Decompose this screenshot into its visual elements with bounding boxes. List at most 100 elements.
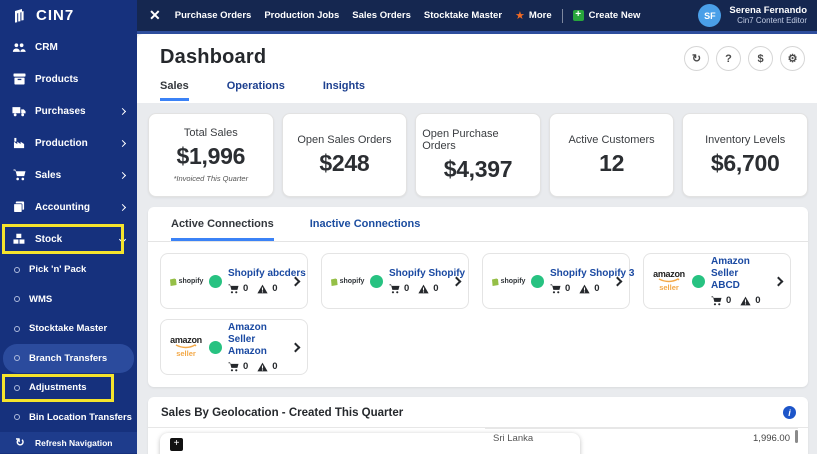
stat-value: $6,700 [710,149,780,176]
stat-card-open-sales-orders[interactable]: Open Sales Orders $248 [281,113,408,197]
connection-card-shopify-abcders[interactable]: shopify Shopify abcders 0 0 [160,253,308,309]
nav-stocktake-master[interactable]: Stocktake Master [423,10,503,21]
warning-icon [257,284,268,293]
connection-title: Shopify abcders [228,268,306,279]
sidebar-item-branch-transfers[interactable]: Branch Transfers [3,343,134,373]
sidebar-item-products[interactable]: Products [0,63,137,95]
connection-card-amazon-seller-abcd[interactable]: amazon seller Amazon Seller ABCD 0 0 [643,253,791,309]
refresh-icon[interactable]: ↻ [684,46,709,71]
stat-value: $248 [319,149,370,176]
stats-row: Total Sales $1,996 *Invoiced This Quarte… [137,103,817,207]
stat-card-open-purchase-orders[interactable]: Open Purchase Orders $4,397 [415,113,541,197]
amazon-smile-icon [175,344,197,349]
alerts-count: 0 [272,361,278,372]
warning-icon [740,296,751,305]
stock-boxes-icon [12,232,26,246]
orders-count: 0 [243,283,249,294]
stat-label: Open Sales Orders [297,133,392,146]
sidebar-item-label: Accounting [35,201,90,213]
tab-sales[interactable]: Sales [160,80,189,101]
sidebar-item-label: Adjustments [29,382,87,394]
user-name: Serena Fernando [729,4,807,16]
stat-label: Active Customers [568,133,655,146]
sidebar-item-adjustments[interactable]: Adjustments [0,373,137,403]
status-dot-green [370,274,383,288]
shopify-bag-icon [491,278,499,286]
cin7-logo-icon [15,8,24,23]
sidebar-item-sales[interactable]: Sales [0,159,137,191]
tab-insights[interactable]: Insights [322,80,365,92]
settings-icon[interactable]: ⚙ [780,46,805,71]
sidebar-item-production[interactable]: Production [0,127,137,159]
sidebar-item-bin-location-transfers[interactable]: Bin Location Transfers [0,403,137,433]
sidebar: CRM Products Purchases Production Sales … [0,31,137,454]
map-zoom-in-button[interactable]: + [170,438,183,451]
stat-card-active-customers[interactable]: Active Customers 12 [548,113,675,197]
sidebar-item-label: Branch Transfers [29,352,108,364]
amazon-logo: amazon seller [170,335,202,359]
cart-icon [12,168,26,182]
stat-value: $1,996 [176,143,246,169]
documents-icon [12,200,26,214]
connection-title: Shopify Shopify 3 [550,268,635,279]
sidebar-item-wms[interactable]: WMS [0,285,137,315]
connection-card-shopify-shopify[interactable]: shopify Shopify Shopify 0 0 [321,253,469,309]
sidebar-item-accounting[interactable]: Accounting [0,191,137,223]
avatar[interactable]: SF [698,4,722,27]
close-icon[interactable]: ✕ [149,7,161,23]
info-icon[interactable]: i [783,406,796,419]
stat-card-total-sales[interactable]: Total Sales $1,996 *Invoiced This Quarte… [148,113,274,197]
chevron-down-icon [118,235,127,243]
currency-icon[interactable]: $ [748,46,773,71]
sidebar-item-label: Sales [35,169,62,181]
plus-icon: + [572,10,584,21]
geolocation-map[interactable]: + [160,433,580,454]
help-icon[interactable]: ? [716,46,741,71]
nav-production-jobs[interactable]: Production Jobs [264,10,340,21]
main-content: Dashboard ↻ ? $ ⚙ Sales Operations Insig… [137,31,817,454]
refresh-navigation-button[interactable]: ↻ Refresh Navigation [0,432,137,453]
stat-note: *Invoiced This Quarter [173,174,249,183]
sidebar-item-stocktake-master[interactable]: Stocktake Master [0,314,137,344]
sidebar-item-stock[interactable]: Stock [0,223,137,255]
cin7-logo[interactable]: CIN7 [0,0,137,31]
circle-bullet-icon [14,414,20,421]
circle-bullet-icon [14,296,20,303]
sidebar-item-crm[interactable]: CRM [0,31,137,63]
logo-text: CIN7 [36,7,75,24]
shopify-bag-icon [169,278,177,286]
cart-icon [711,295,722,305]
user-role: Cin7 Content Editor [737,16,807,26]
page-header: Dashboard ↻ ? $ ⚙ Sales Operations Insig… [137,34,817,103]
status-dot-green [531,274,544,288]
more-label: More [528,10,552,21]
table-row[interactable]: Sri Lanka 1,996.00 [485,428,798,448]
nav-purchase-orders[interactable]: Purchase Orders [174,10,252,21]
alerts-count: 0 [433,283,439,294]
refresh-navigation-label: Refresh Navigation [35,437,113,448]
more-menu[interactable]: ★ More [515,9,552,22]
shopify-logo: shopify [169,277,203,286]
connection-card-amazon-seller-amazon[interactable]: amazon seller Amazon Seller Amazon 0 0 [160,319,308,375]
circle-bullet-icon [14,384,20,391]
sidebar-item-purchases[interactable]: Purchases [0,95,137,127]
alerts-count: 0 [755,295,761,306]
scrollbar[interactable] [795,430,798,443]
shopify-logo: shopify [330,277,364,286]
alerts-count: 0 [594,283,600,294]
orders-count: 0 [565,283,571,294]
orders-count: 0 [404,283,410,294]
tab-active-connections[interactable]: Active Connections [171,218,274,241]
stat-card-inventory-levels[interactable]: Inventory Levels $6,700 [682,113,808,197]
user-menu[interactable]: SF Serena Fernando Cin7 Content Editor [698,4,817,27]
nav-sales-orders[interactable]: Sales Orders [352,10,411,21]
sidebar-item-label: Bin Location Transfers [29,411,132,423]
chevron-right-icon [118,171,127,179]
connection-title: Amazon Seller ABCD [711,256,750,291]
tab-inactive-connections[interactable]: Inactive Connections [309,218,421,230]
connection-card-shopify-shopify-3[interactable]: shopify Shopify Shopify 3 0 0 [482,253,635,309]
sidebar-item-pick-n-pack[interactable]: Pick 'n' Pack [0,255,137,285]
tab-operations[interactable]: Operations [226,80,285,92]
create-new-button[interactable]: + Create New [572,10,641,21]
create-new-label: Create New [588,10,641,21]
